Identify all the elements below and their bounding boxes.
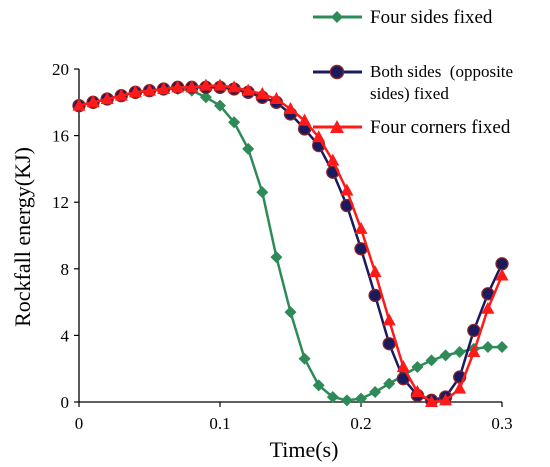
tick-labels: 0 4 8 12 16 20 0 0.1 0.2 0.3 [52, 60, 513, 433]
data-point [354, 221, 368, 234]
data-point [453, 381, 467, 394]
x-tick-label: 0.3 [491, 414, 512, 433]
y-tick-label: 8 [61, 260, 70, 279]
data-point [228, 116, 241, 129]
legend-marker-four-sides-fixed [331, 11, 343, 23]
data-point [439, 393, 453, 406]
data-point [157, 81, 171, 94]
y-axis-label: Rockfall energy(KJ) [10, 147, 35, 327]
legend-label-four-sides-fixed: Four sides fixed [370, 7, 493, 28]
data-point [312, 379, 325, 392]
data-point [312, 130, 326, 143]
legend: Four sides fixed Both sides (opposite si… [313, 7, 517, 138]
data-point [269, 91, 283, 104]
y-tick-label: 0 [61, 393, 70, 412]
data-point [270, 251, 283, 264]
data-point [439, 349, 452, 362]
data-point [368, 265, 382, 278]
data-point [496, 341, 508, 354]
data-point [495, 268, 509, 281]
data-point [425, 395, 438, 407]
legend-label-four-corners-fixed: Four corners fixed [370, 117, 511, 138]
y-tick-label: 4 [61, 326, 70, 345]
legend-item-both-sides-fixed: Both sides (opposite sides) fixed [313, 62, 517, 103]
legend-marker-both-sides-fixed [329, 64, 345, 80]
data-point [368, 288, 382, 303]
data-point [100, 91, 114, 104]
data-point [284, 306, 297, 319]
legend-label-both-sides-fixed-line2: sides) fixed [370, 84, 449, 103]
data-point [143, 83, 156, 96]
data-point [298, 352, 311, 365]
data-point [72, 98, 86, 111]
legend-marker-four-corners-fixed [330, 120, 344, 133]
data-point [284, 101, 297, 114]
data-point [369, 386, 382, 399]
data-point [114, 88, 128, 101]
legend-item-four-sides-fixed: Four sides fixed [313, 7, 493, 28]
data-point [185, 80, 199, 93]
data-point [411, 361, 424, 374]
data-point [396, 360, 410, 373]
data-point [241, 83, 255, 96]
data-point [242, 142, 255, 155]
data-point [382, 313, 396, 326]
data-point [256, 186, 269, 199]
data-point [495, 257, 509, 271]
data-point [213, 78, 227, 91]
y-tick-label: 12 [52, 193, 69, 212]
y-tick-label: 20 [52, 60, 69, 79]
data-point [298, 113, 312, 126]
data-point [199, 78, 213, 91]
legend-item-four-corners-fixed: Four corners fixed [313, 117, 511, 138]
series-layer [72, 78, 509, 407]
series-2 [72, 78, 509, 407]
legend-label-both-sides-fixed: Both sides (opposite sides) fixed [370, 62, 517, 103]
data-point [255, 86, 269, 99]
data-point [467, 345, 481, 358]
data-point [453, 346, 466, 359]
legend-label-both-sides-fixed-line1: Both sides (opposite [370, 62, 513, 81]
data-point [481, 301, 495, 314]
data-point [340, 183, 354, 196]
data-point [340, 394, 353, 407]
y-tick-label: 16 [52, 127, 69, 146]
data-point [383, 377, 396, 390]
data-point [326, 153, 340, 166]
data-point [199, 91, 212, 104]
x-tick-label: 0.2 [350, 414, 371, 433]
data-point [171, 80, 185, 93]
data-point [214, 99, 226, 112]
data-point [227, 80, 241, 93]
data-point [326, 391, 339, 404]
data-point [128, 85, 142, 98]
x-axis-label: Time(s) [270, 437, 339, 462]
data-point [355, 392, 367, 405]
data-point [481, 341, 494, 354]
data-point [86, 95, 100, 108]
data-point [382, 337, 396, 351]
data-point [410, 385, 424, 398]
data-point [425, 354, 438, 367]
x-tick-label: 0 [75, 414, 84, 433]
data-point [467, 323, 481, 338]
x-tick-label: 0.1 [209, 414, 230, 433]
